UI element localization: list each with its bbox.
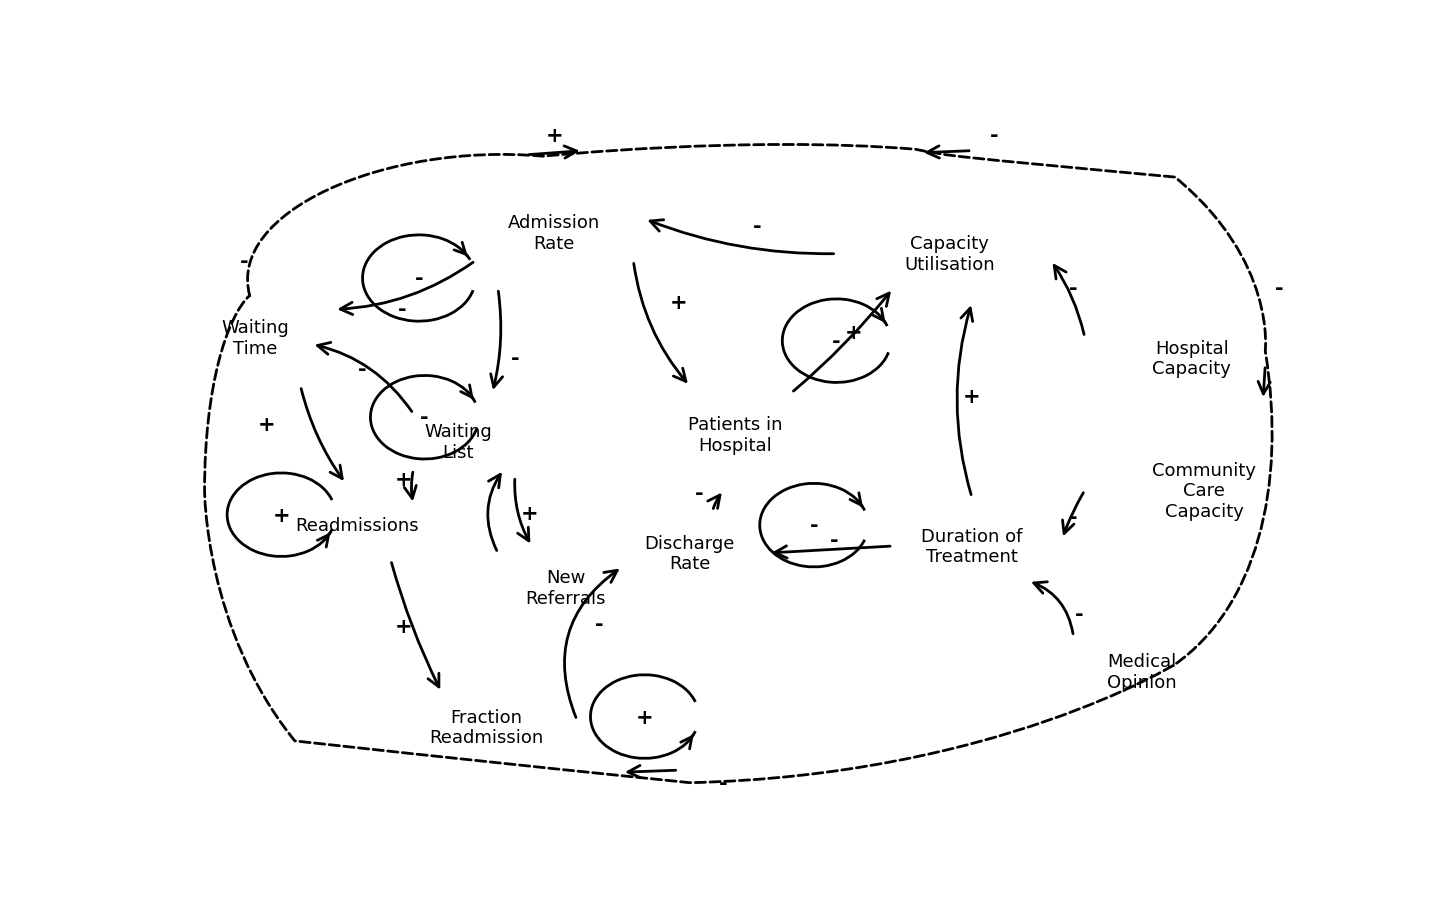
Text: -: - — [1069, 507, 1077, 527]
Text: +: + — [272, 505, 290, 526]
Text: -: - — [421, 408, 430, 428]
Text: -: - — [830, 531, 839, 551]
Text: Waiting
List: Waiting List — [425, 423, 492, 461]
Text: -: - — [1274, 279, 1283, 299]
Text: -: - — [810, 516, 818, 535]
Text: -: - — [415, 269, 424, 289]
Text: -: - — [719, 773, 728, 793]
Text: -: - — [1075, 604, 1083, 625]
Text: -: - — [990, 126, 999, 146]
Text: +: + — [258, 414, 275, 434]
Text: -: - — [695, 484, 703, 504]
Text: Hospital
Capacity: Hospital Capacity — [1153, 340, 1232, 378]
Text: Medical
Opinion: Medical Opinion — [1108, 652, 1176, 691]
Text: +: + — [395, 470, 412, 489]
Text: -: - — [753, 217, 761, 237]
Text: Duration of
Treatment: Duration of Treatment — [922, 527, 1022, 566]
Text: -: - — [596, 614, 604, 634]
Text: +: + — [962, 386, 981, 407]
Text: Waiting
Time: Waiting Time — [221, 319, 290, 358]
Text: -: - — [833, 331, 840, 351]
Text: -: - — [511, 349, 520, 368]
Text: Community
Care
Capacity: Community Care Capacity — [1153, 461, 1257, 520]
Text: Fraction
Readmission: Fraction Readmission — [430, 708, 543, 747]
Text: +: + — [636, 707, 654, 727]
Text: Capacity
Utilisation: Capacity Utilisation — [904, 235, 994, 274]
Text: -: - — [397, 300, 406, 320]
Text: Patients in
Hospital: Patients in Hospital — [687, 415, 782, 454]
Text: Admission
Rate: Admission Rate — [508, 214, 600, 253]
Text: +: + — [395, 617, 412, 637]
Text: Readmissions: Readmissions — [296, 517, 419, 535]
Text: +: + — [521, 503, 539, 523]
Text: New
Referrals: New Referrals — [526, 569, 606, 608]
Text: +: + — [670, 293, 687, 313]
Text: +: + — [844, 322, 862, 342]
Text: -: - — [240, 251, 249, 271]
Text: -: - — [358, 359, 367, 379]
Text: Discharge
Rate: Discharge Rate — [645, 534, 735, 573]
Text: +: + — [546, 126, 563, 146]
Text: -: - — [1069, 279, 1077, 299]
